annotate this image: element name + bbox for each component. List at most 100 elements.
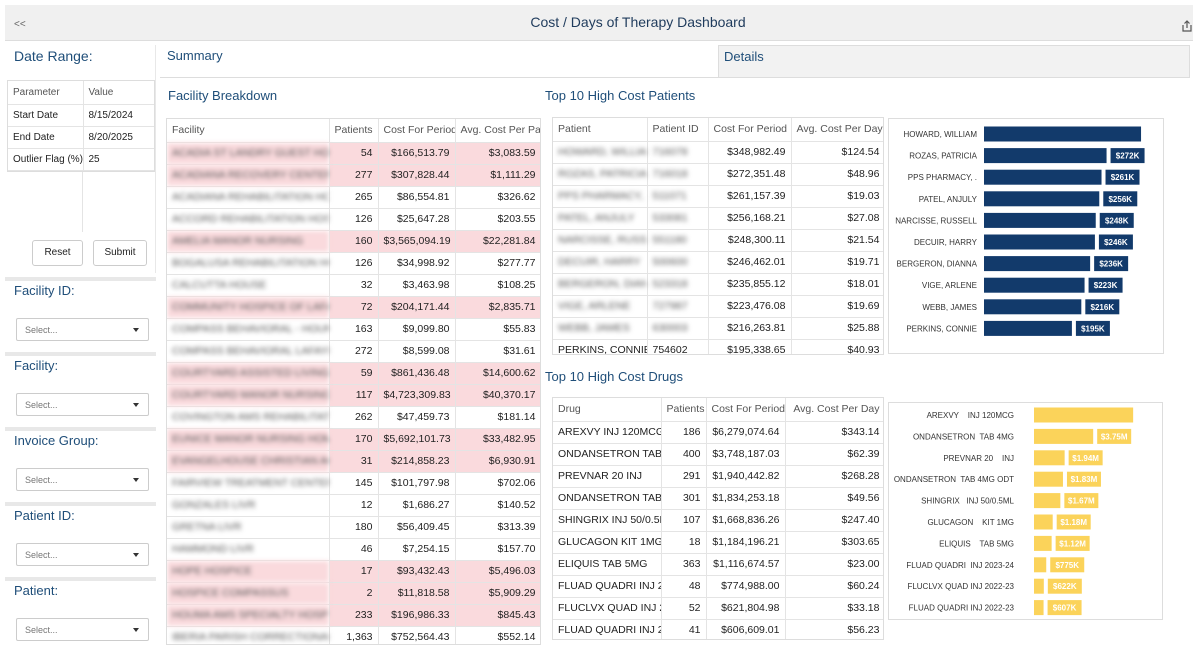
column-header: Patient bbox=[553, 118, 648, 142]
table-cell: $6,930.91 bbox=[455, 450, 540, 473]
value-label: $1.67M bbox=[1068, 497, 1095, 506]
select-dropdown[interactable]: Select... bbox=[16, 618, 149, 641]
table-cell: GLUCAGON KIT 1MG bbox=[553, 531, 662, 554]
table-cell: $235,855.12 bbox=[708, 273, 792, 296]
table-cell: COURTYARD ASSISTED LIVING bbox=[167, 362, 330, 385]
value-label: $246K bbox=[1104, 238, 1128, 247]
table-row: HOUMA AMS SPECIALTY HOSPITAL233$196,986.… bbox=[167, 604, 540, 627]
export-icon[interactable] bbox=[1181, 20, 1193, 32]
table-cell: 72 bbox=[329, 296, 379, 319]
tab[interactable]: Summary bbox=[160, 45, 718, 78]
table-row: FLUCLVX QUAD INJ 2...52$621,804.98$33.18 bbox=[553, 597, 883, 620]
section-title: Facility Breakdown bbox=[168, 88, 278, 103]
table-row: CALCUTTA HOUSE 32 $3,463.98 $108.25 bbox=[167, 274, 540, 297]
select-dropdown[interactable]: Select... bbox=[16, 318, 149, 341]
table-row: COMPASS BEHAVIORAL LAFAYETTE272$8,599.08… bbox=[167, 340, 540, 363]
table-cell: $8,599.08 bbox=[378, 340, 456, 363]
table-cell: $166,513.79 bbox=[378, 142, 456, 165]
table-row: PREVNAR 20 INJ 291 $1,940,442.82 $268.28 bbox=[553, 465, 883, 488]
button[interactable]: Submit bbox=[93, 240, 147, 266]
table-cell: AMELIA MANOR NURSING bbox=[167, 230, 330, 253]
value-label: $1.12M bbox=[1059, 539, 1086, 548]
category-label: SHINGRIX INJ 50/0.5ML bbox=[921, 497, 1014, 506]
bar bbox=[984, 320, 1072, 336]
table-cell: $343.14 bbox=[785, 421, 883, 444]
table-cell: 551180 bbox=[647, 229, 709, 252]
table-cell: $23.00 bbox=[785, 553, 883, 576]
filter-label: Facility ID: bbox=[14, 283, 75, 298]
table-row: HOSPICE COMPASSUS 2 $11,818.58 $5,909.29 bbox=[167, 582, 540, 605]
tab-label: Details bbox=[724, 49, 764, 64]
value-label: $1.94M bbox=[1072, 454, 1099, 463]
bar bbox=[984, 299, 1082, 315]
table-cell: ELIQUIS TAB 5MG bbox=[553, 553, 662, 576]
category-label: HOWARD, WILLIAM bbox=[904, 130, 978, 139]
table-row: VIGE, ARLENE 727987 $223,476.08 $19.69 bbox=[553, 295, 883, 318]
value-label-box bbox=[1110, 148, 1145, 164]
category-label: PPS PHARMACY, . bbox=[908, 173, 977, 182]
table-cell: 277 bbox=[329, 164, 379, 187]
column-header: Value bbox=[83, 81, 154, 105]
filter-panel: Facility: Select... bbox=[5, 352, 156, 422]
column-header: Cost For Period bbox=[706, 398, 786, 422]
table-cell: 2 bbox=[329, 582, 379, 605]
table-cell: 363 bbox=[661, 553, 707, 576]
select-dropdown[interactable]: Select... bbox=[16, 543, 149, 566]
table-cell: $774,988.00 bbox=[706, 575, 786, 598]
table-cell: 262 bbox=[329, 406, 379, 429]
table-cell: 117 bbox=[329, 384, 379, 407]
table-panel: Drug Patients Cost For Period Avg. Cost Per… bbox=[552, 397, 884, 640]
table-row: ACCORD REHABILITATION HOSPITAL126$25,647… bbox=[167, 208, 540, 231]
column-header: Parameter bbox=[8, 81, 84, 105]
table-row: End Date 8/20/2025 bbox=[8, 126, 154, 149]
category-label: FLUCLVX QUAD INJ 2022-23 bbox=[907, 582, 1014, 591]
table-cell: 272 bbox=[329, 340, 379, 363]
table-cell: COMMUNITY HOSPICE OF LAFAYE... bbox=[167, 296, 330, 319]
value-label: $248K bbox=[1105, 216, 1129, 225]
select-dropdown[interactable]: Select... bbox=[16, 393, 149, 416]
table-cell: $55.83 bbox=[455, 318, 540, 341]
table-row: AREXVY INJ 120MCG 186 $6,279,074.64 $343.14 bbox=[553, 421, 883, 444]
column-header: Patients bbox=[329, 119, 379, 143]
bar-chart: HOWARD, WILLIAM ROZAS, PATRICIA $272K PPS P… bbox=[888, 118, 1164, 354]
value-label-box bbox=[1066, 471, 1101, 487]
table-row: COMMUNITY HOSPICE OF LAFAYE...72$204,171… bbox=[167, 296, 540, 319]
value-label-box bbox=[1075, 320, 1110, 336]
table-cell: PATEL, ANJULY bbox=[553, 207, 648, 230]
section-title: Top 10 High Cost Drugs bbox=[545, 369, 684, 384]
table-row: ONDANSETRON TAB ...301$1,834,253.18$49.5… bbox=[553, 487, 883, 510]
bar bbox=[984, 126, 1142, 142]
column-header: Cost For Period bbox=[378, 119, 456, 143]
header-row: Parameter Value bbox=[8, 81, 154, 105]
table-cell: ONDANSETRON TAB ... bbox=[553, 487, 662, 510]
bar bbox=[984, 191, 1100, 207]
table-cell: $5,909.29 bbox=[455, 582, 540, 605]
table-cell: $19.71 bbox=[791, 251, 883, 274]
table-cell: $140.52 bbox=[455, 494, 540, 517]
table-cell: $47,459.73 bbox=[378, 406, 456, 429]
filter-label: Facility: bbox=[14, 358, 59, 373]
bar-chart: AREXVY INJ 120MCG ONDANSETRON TAB 4MG $3.7… bbox=[888, 402, 1163, 620]
table-cell: $40.93 bbox=[791, 339, 883, 354]
table-row: SHINGRIX INJ 50/0.5ML107$1,668,836.26$24… bbox=[553, 509, 883, 532]
table-row: ONDANSETRON TAB ...400$3,748,187.03$62.3… bbox=[553, 443, 883, 466]
table-cell: ACADIANA REHABILITATION HOSP bbox=[167, 186, 330, 209]
table-cell: $3,463.98 bbox=[378, 274, 456, 297]
tab[interactable]: Details bbox=[718, 45, 1190, 78]
table-row: BOGALUSA REHABILITATION HOSP126$34,998.9… bbox=[167, 252, 540, 275]
table-row: AMELIA MANOR NURSING 160 $3,565,094.19 $22,… bbox=[167, 230, 540, 253]
table-cell: $25,647.28 bbox=[378, 208, 456, 231]
table-row: ACADIANA RECOVERY CENTER 277 $307,828.44 $1… bbox=[167, 164, 540, 187]
button[interactable]: Reset bbox=[32, 240, 83, 266]
table-cell: FLUCLVX QUAD INJ 2... bbox=[553, 597, 662, 620]
select-dropdown[interactable]: Select... bbox=[16, 468, 149, 491]
table-cell: $181.14 bbox=[455, 406, 540, 429]
table-cell: BOGALUSA REHABILITATION HOSP bbox=[167, 252, 330, 275]
collapse-button[interactable]: << bbox=[14, 19, 26, 30]
table-row: HOWARD, WILLIAM 716078 $348,982.49 $124.54 bbox=[553, 141, 883, 164]
table-cell: 25 bbox=[83, 148, 154, 171]
table-cell: $702.06 bbox=[455, 472, 540, 495]
filter-panel: Facility ID: Select... bbox=[5, 277, 156, 347]
